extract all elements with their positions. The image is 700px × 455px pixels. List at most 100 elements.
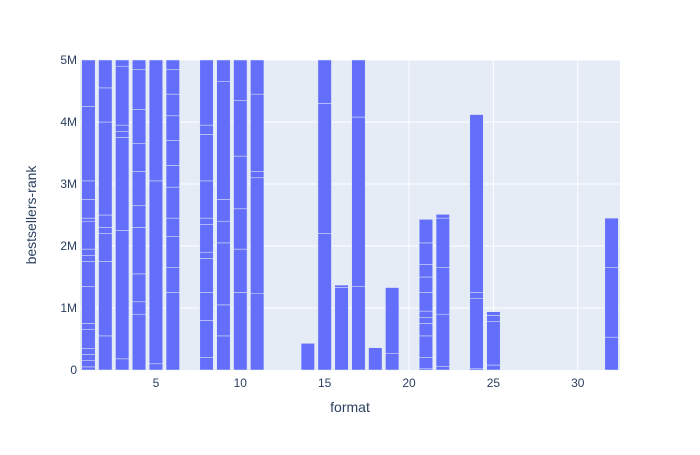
bar-segment[interactable] bbox=[148, 59, 163, 182]
bar-segment[interactable] bbox=[165, 140, 180, 166]
bar-segment[interactable] bbox=[132, 227, 147, 275]
bar-segment[interactable] bbox=[81, 220, 96, 250]
bar-segment[interactable] bbox=[81, 360, 96, 368]
bar-segment[interactable] bbox=[317, 59, 332, 104]
bar-segment[interactable] bbox=[418, 317, 433, 324]
bar-segment[interactable] bbox=[81, 323, 96, 330]
bar-segment[interactable] bbox=[216, 304, 231, 337]
bar-segment[interactable] bbox=[199, 224, 214, 253]
bar-segment[interactable] bbox=[165, 292, 180, 371]
bar-segment[interactable] bbox=[334, 287, 349, 371]
bar-segment[interactable] bbox=[486, 311, 501, 316]
bar-segment[interactable] bbox=[233, 248, 248, 293]
bar-segment[interactable] bbox=[216, 59, 231, 82]
bar-segment[interactable] bbox=[132, 59, 147, 70]
bar-segment[interactable] bbox=[418, 264, 433, 278]
bar-segment[interactable] bbox=[418, 310, 433, 318]
bar-segment[interactable] bbox=[148, 363, 163, 371]
bar-segment[interactable] bbox=[98, 214, 113, 228]
bar-segment[interactable] bbox=[199, 320, 214, 358]
bar-segment[interactable] bbox=[604, 267, 619, 338]
bar-segment[interactable] bbox=[81, 248, 96, 256]
bar-stack-2[interactable] bbox=[98, 59, 113, 371]
bar-stack-24[interactable] bbox=[469, 114, 484, 371]
bar-segment[interactable] bbox=[148, 180, 163, 365]
bar-segment[interactable] bbox=[81, 286, 96, 324]
bar-segment[interactable] bbox=[317, 103, 332, 234]
bar-stack-14[interactable] bbox=[300, 343, 315, 371]
bar-segment[interactable] bbox=[98, 233, 113, 262]
bar-stack-21[interactable] bbox=[418, 219, 433, 371]
bar-segment[interactable] bbox=[98, 335, 113, 371]
bar-segment[interactable] bbox=[115, 124, 130, 132]
bar-segment[interactable] bbox=[81, 348, 96, 355]
bar-segment[interactable] bbox=[199, 251, 214, 259]
bar-segment[interactable] bbox=[132, 273, 147, 303]
bar-segment[interactable] bbox=[604, 217, 619, 268]
bar-segment[interactable] bbox=[165, 69, 180, 95]
bar-segment[interactable] bbox=[250, 59, 265, 95]
bar-segment[interactable] bbox=[81, 354, 96, 361]
bar-segment[interactable] bbox=[165, 59, 180, 70]
bar-segment[interactable] bbox=[368, 347, 383, 371]
bar-segment[interactable] bbox=[418, 323, 433, 337]
bar-segment[interactable] bbox=[486, 364, 501, 371]
bar-segment[interactable] bbox=[199, 180, 214, 219]
bar-segment[interactable] bbox=[81, 261, 96, 287]
bar-segment[interactable] bbox=[199, 258, 214, 293]
bar-segment[interactable] bbox=[250, 93, 265, 172]
bar-segment[interactable] bbox=[98, 121, 113, 216]
bar-segment[interactable] bbox=[165, 165, 180, 188]
bar-segment[interactable] bbox=[81, 255, 96, 262]
bar-segment[interactable] bbox=[98, 227, 113, 234]
bar-segment[interactable] bbox=[81, 180, 96, 200]
bar-stack-11[interactable] bbox=[250, 59, 265, 371]
bar-segment[interactable] bbox=[351, 116, 366, 287]
bar-segment[interactable] bbox=[233, 155, 248, 210]
bar-segment[interactable] bbox=[165, 186, 180, 219]
bar-stack-22[interactable] bbox=[435, 214, 450, 371]
bar-stack-9[interactable] bbox=[216, 59, 231, 371]
bar-segment[interactable] bbox=[132, 109, 147, 144]
bar-segment[interactable] bbox=[216, 81, 231, 200]
bar-segment[interactable] bbox=[334, 284, 349, 288]
bar-segment[interactable] bbox=[165, 93, 180, 117]
bar-segment[interactable] bbox=[385, 353, 400, 371]
bar-segment[interactable] bbox=[165, 236, 180, 268]
bar-segment[interactable] bbox=[199, 134, 214, 182]
bar-segment[interactable] bbox=[418, 276, 433, 293]
bar-segment[interactable] bbox=[216, 220, 231, 244]
bar-segment[interactable] bbox=[418, 335, 433, 358]
bar-segment[interactable] bbox=[115, 230, 130, 360]
bar-segment[interactable] bbox=[486, 321, 501, 366]
bar-segment[interactable] bbox=[469, 114, 484, 293]
bar-stack-25[interactable] bbox=[486, 311, 501, 371]
bar-stack-15[interactable] bbox=[317, 59, 332, 371]
bar-segment[interactable] bbox=[165, 217, 180, 237]
bar-segment[interactable] bbox=[199, 357, 214, 371]
bar-segment[interactable] bbox=[300, 343, 315, 371]
bar-segment[interactable] bbox=[250, 177, 265, 294]
bar-stack-8[interactable] bbox=[199, 59, 214, 371]
bar-segment[interactable] bbox=[132, 313, 147, 371]
bar-segment[interactable] bbox=[418, 242, 433, 265]
bar-segment[interactable] bbox=[435, 267, 450, 315]
bar-segment[interactable] bbox=[418, 357, 433, 370]
bar-stack-32[interactable] bbox=[604, 217, 619, 371]
bar-segment[interactable] bbox=[132, 205, 147, 228]
bar-segment[interactable] bbox=[435, 366, 450, 371]
bar-segment[interactable] bbox=[199, 217, 214, 225]
bar-segment[interactable] bbox=[604, 336, 619, 371]
bar-segment[interactable] bbox=[250, 171, 265, 179]
bar-segment[interactable] bbox=[469, 298, 484, 370]
bar-segment[interactable] bbox=[199, 292, 214, 321]
bar-segment[interactable] bbox=[418, 219, 433, 244]
bar-segment[interactable] bbox=[233, 208, 248, 250]
bar-stack-16[interactable] bbox=[334, 284, 349, 371]
bar-segment[interactable] bbox=[216, 242, 231, 306]
bar-segment[interactable] bbox=[233, 100, 248, 157]
bar-segment[interactable] bbox=[81, 366, 96, 371]
bar-segment[interactable] bbox=[132, 171, 147, 206]
bar-segment[interactable] bbox=[165, 267, 180, 293]
bar-segment[interactable] bbox=[486, 315, 501, 322]
